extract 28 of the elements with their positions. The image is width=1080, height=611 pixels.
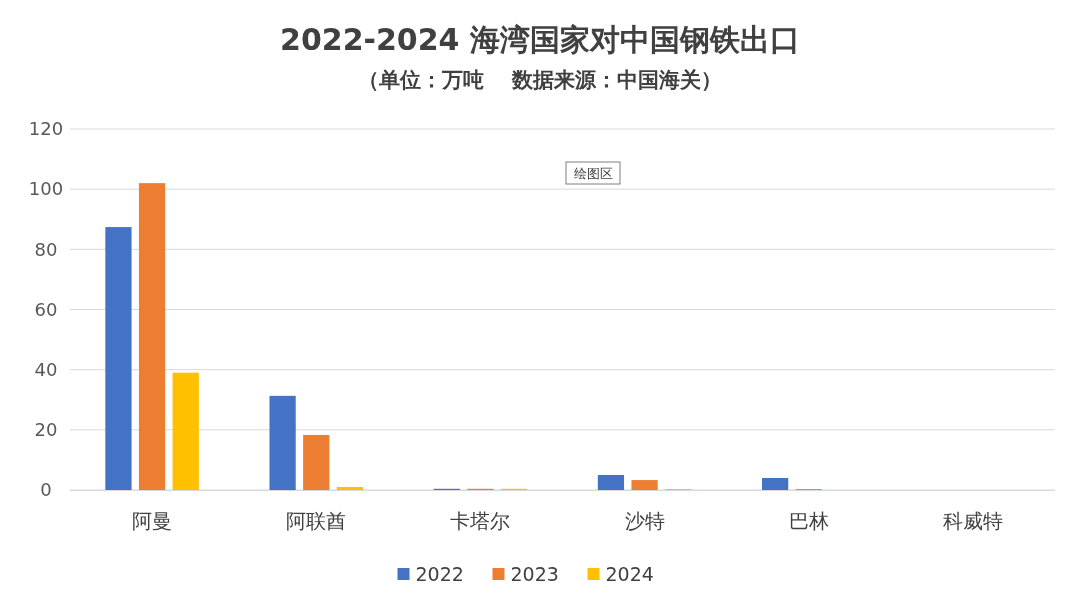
bar <box>138 183 166 490</box>
y-tick-label: 20 <box>34 419 58 441</box>
bar <box>172 372 199 490</box>
bar <box>597 474 625 490</box>
bar <box>269 395 296 490</box>
x-tick-label: 科威特 <box>942 509 1003 533</box>
y-tick-label: 40 <box>34 358 58 380</box>
legend-label: 2023 <box>510 562 559 585</box>
chart-subtitle: （单位：万吨 数据来源：中国海关） <box>357 68 723 92</box>
legend-label: 2022 <box>415 562 464 585</box>
x-tick-label: 阿联酋 <box>286 509 347 533</box>
x-tick-label: 阿曼 <box>132 509 173 533</box>
y-tick-label: 100 <box>28 178 64 200</box>
bar <box>105 227 132 490</box>
bar <box>761 477 789 490</box>
legend-label: 2024 <box>605 562 654 585</box>
bar <box>303 434 330 490</box>
chart-title: 2022-2024 海湾国家对中国钢铁出口 <box>280 22 800 57</box>
bar <box>336 486 364 490</box>
y-tick-label: 60 <box>34 298 58 320</box>
annotation: 绘图区 <box>573 165 613 181</box>
y-tick-label: 80 <box>34 238 58 260</box>
x-tick-label: 沙特 <box>624 509 665 533</box>
x-tick-label: 卡塔尔 <box>450 509 511 533</box>
y-tick-label: 0 <box>40 479 52 501</box>
bar <box>631 480 658 490</box>
y-tick-label: 120 <box>28 118 64 140</box>
x-tick-label: 巴林 <box>788 509 829 533</box>
